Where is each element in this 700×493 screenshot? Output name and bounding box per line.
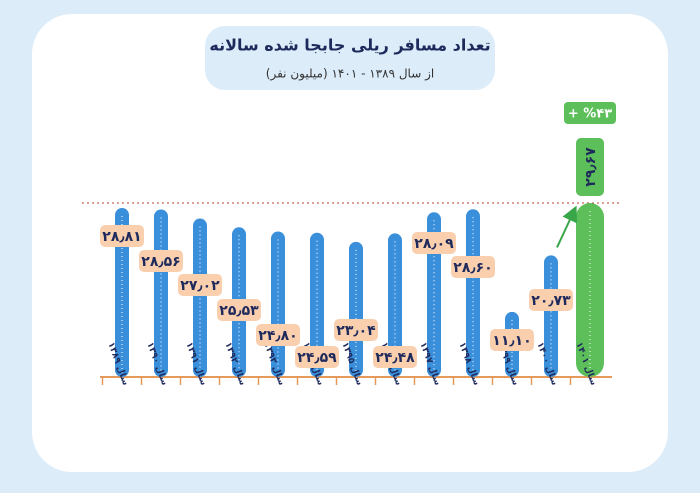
value-label-bg <box>100 225 144 247</box>
value-label-bg <box>490 329 534 351</box>
value-label: ۲۴٫۵۹ <box>297 350 337 366</box>
bar <box>193 218 207 377</box>
value-label-bg <box>295 346 339 368</box>
title-tab <box>205 26 495 90</box>
value-label-bg <box>334 319 378 341</box>
annotation: + %۴۳ <box>568 107 612 122</box>
bar <box>349 241 363 377</box>
bar <box>388 233 402 377</box>
value-label: ۲۴٫۸۰ <box>258 328 297 344</box>
bar <box>576 203 604 377</box>
value-label: ۱۱٫۱۰ <box>492 333 531 349</box>
value-label: ۲۸٫۸۱ <box>102 229 141 245</box>
chart-title: تعداد مسافر ریلی جابجا شده سالانه <box>209 36 490 55</box>
value-label-bg <box>256 324 300 346</box>
value-label-bg <box>412 232 456 254</box>
value-label: ۲۵٫۵۳ <box>219 303 259 319</box>
value-label-bg <box>139 250 183 272</box>
value-label: ۲۷٫۰۲ <box>180 278 220 294</box>
value-label-bg <box>217 299 261 321</box>
value-label: ۲۸٫۶۰ <box>453 260 492 276</box>
bar <box>466 209 480 377</box>
value-label: ۲۴٫۴۸ <box>375 350 415 366</box>
value-label: ۲۰٫۷۳ <box>531 293 571 309</box>
value-label: ۲۹٫۶۷ <box>583 147 599 187</box>
value-label: ۲۳٫۰۴ <box>336 323 376 339</box>
trend-arrow <box>556 205 578 248</box>
value-label-bg <box>451 256 495 278</box>
value-label-bg <box>373 346 417 368</box>
value-label-bg <box>178 274 222 296</box>
value-label-bg <box>576 138 604 196</box>
annotation-bg <box>564 102 616 124</box>
value-label: ۲۸٫۵۶ <box>141 254 180 270</box>
value-label-bg <box>529 289 573 311</box>
chart-subtitle: از سال ۱۳۸۹ - ۱۴۰۱ (میلیون نفر) <box>266 67 434 82</box>
value-label: ۲۸٫۰۹ <box>414 236 454 252</box>
